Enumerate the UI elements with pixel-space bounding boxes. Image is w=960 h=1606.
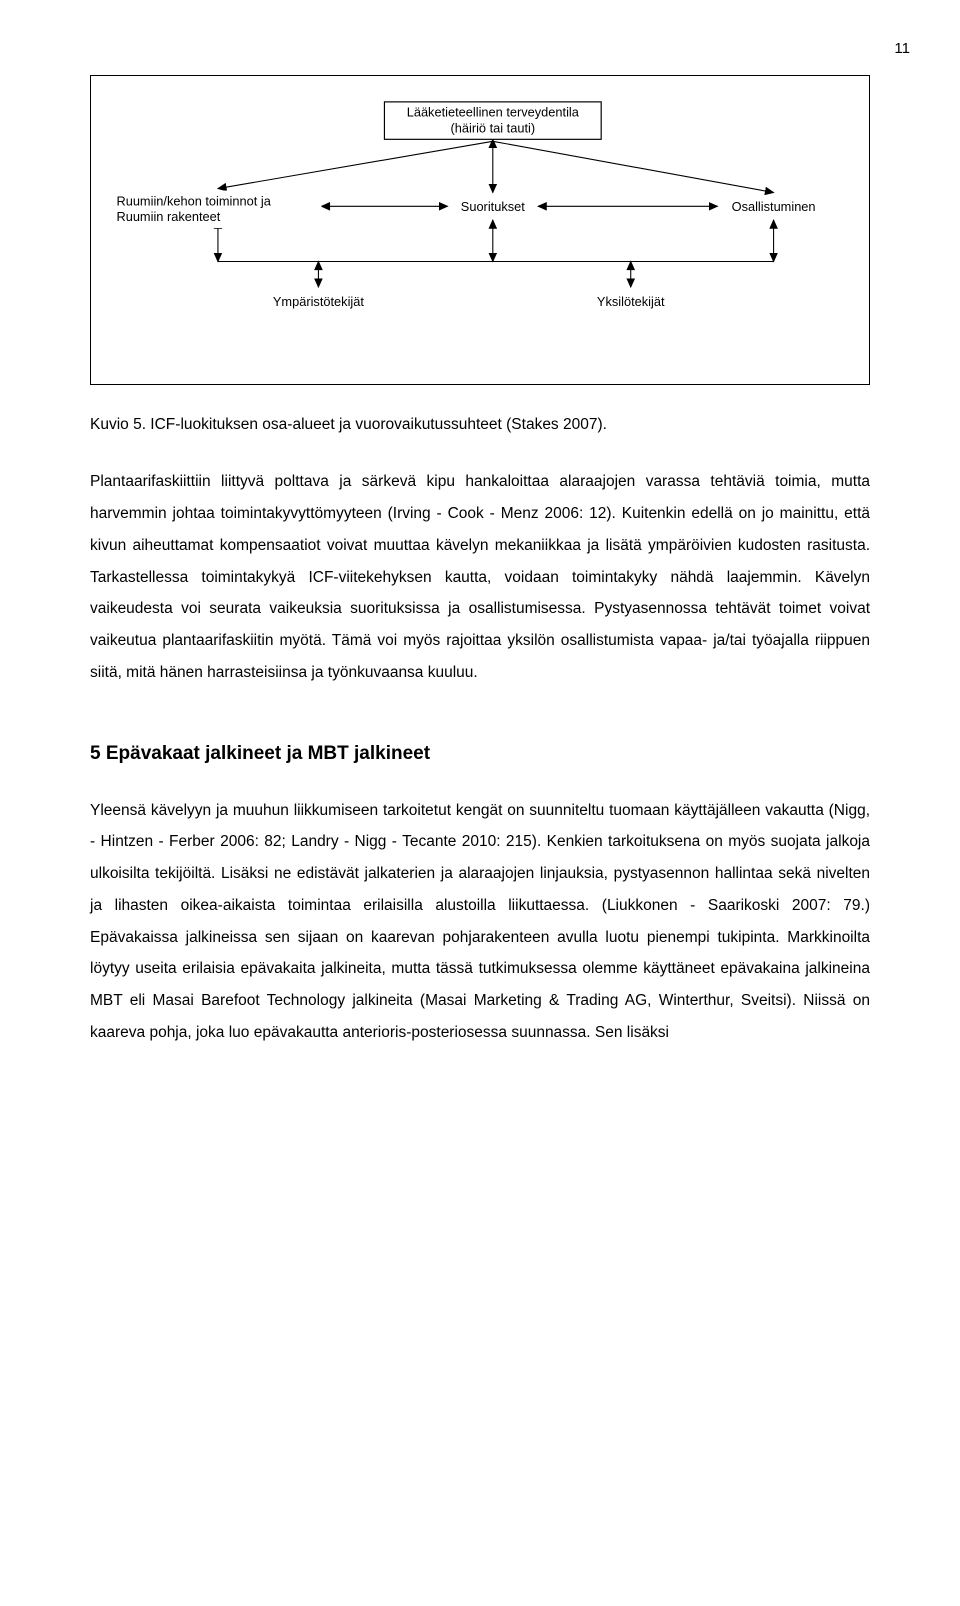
section-heading: 5 Epävakaat jalkineet ja MBT jalkineet	[90, 743, 870, 765]
svg-text:Ympäristötekijät: Ympäristötekijät	[273, 294, 364, 309]
svg-text:Ruumiin/kehon toiminnot ja: Ruumiin/kehon toiminnot ja	[116, 193, 271, 208]
figure-caption: Kuvio 5. ICF-luokituksen osa-alueet ja v…	[90, 413, 870, 436]
paragraph-2: Yleensä kävelyyn ja muuhun liikkumiseen …	[90, 795, 870, 1049]
flowchart-svg: Lääketieteellinen terveydentila(häiriö t…	[103, 94, 857, 360]
svg-text:Osallistuminen: Osallistuminen	[732, 199, 816, 214]
svg-text:(häiriö tai tauti): (häiriö tai tauti)	[450, 120, 535, 135]
svg-text:Suoritukset: Suoritukset	[461, 199, 525, 214]
svg-text:Ruumiin rakenteet: Ruumiin rakenteet	[116, 209, 220, 224]
icf-flowchart: Lääketieteellinen terveydentila(häiriö t…	[90, 75, 870, 385]
paragraph-1: Plantaarifaskiittiin liittyvä polttava j…	[90, 466, 870, 688]
svg-text:Lääketieteellinen terveydentil: Lääketieteellinen terveydentila	[407, 105, 580, 120]
page-number: 11	[90, 40, 910, 57]
svg-text:Yksilötekijät: Yksilötekijät	[597, 294, 665, 309]
